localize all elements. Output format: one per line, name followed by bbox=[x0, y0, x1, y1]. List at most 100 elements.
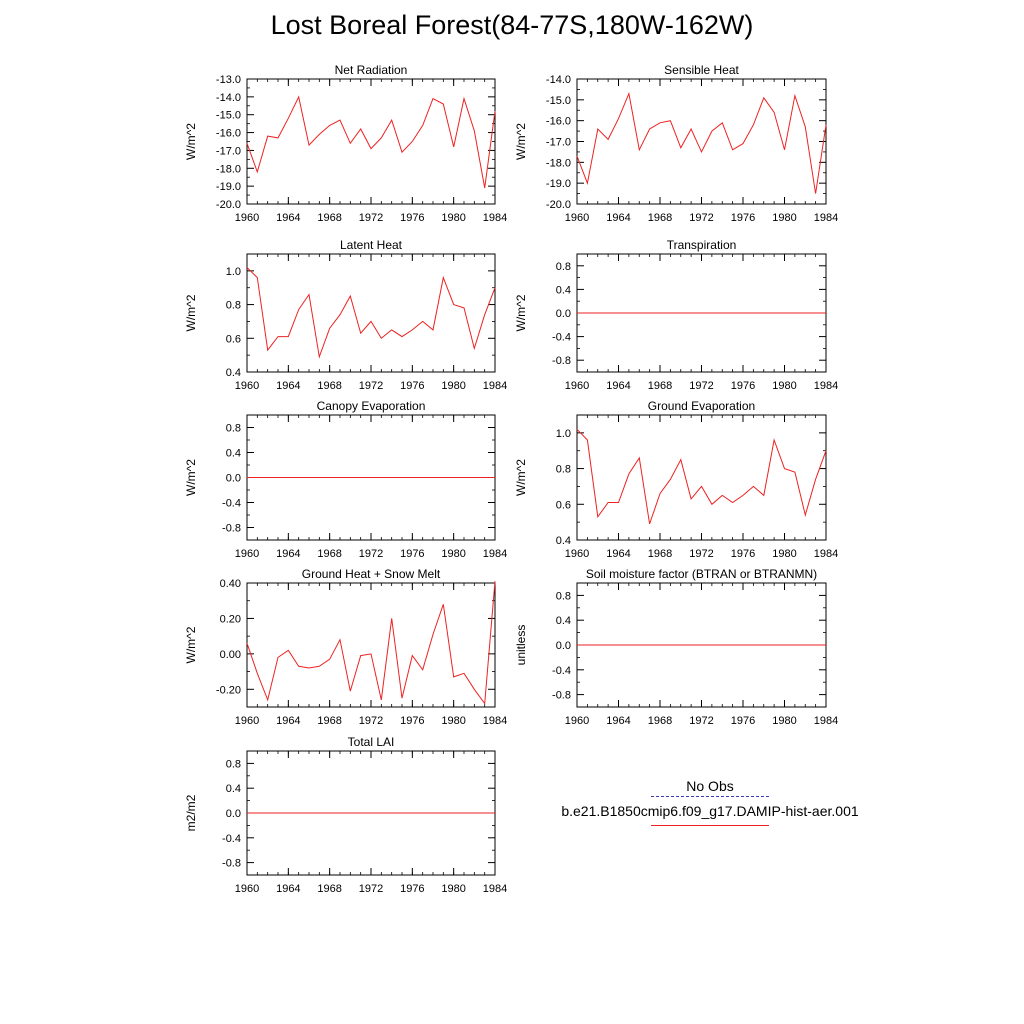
y-axis-label: W/m^2 bbox=[184, 626, 198, 663]
x-tick-label: 1976 bbox=[731, 380, 755, 392]
x-tick-label: 1984 bbox=[483, 883, 507, 895]
x-tick-label: 1968 bbox=[317, 212, 341, 224]
panel-1: Net Radiation 1960 1964 1968 1972 1976 1980 198… bbox=[184, 63, 507, 224]
x-tick-label: 1960 bbox=[565, 380, 589, 392]
x-tick-label: 1984 bbox=[483, 212, 507, 224]
x-tick-label: 1976 bbox=[731, 212, 755, 224]
y-axis-label: W/m^2 bbox=[184, 459, 198, 496]
x-tick-label: 1984 bbox=[814, 548, 838, 560]
y-tick-label: 0.4 bbox=[226, 448, 241, 460]
y-axis-label: W/m^2 bbox=[514, 459, 528, 496]
panel-title: Transpiration bbox=[667, 238, 737, 252]
x-tick-label: 1964 bbox=[606, 715, 630, 727]
x-tick-label: 1968 bbox=[317, 883, 341, 895]
panel-title: Ground Evaporation bbox=[648, 399, 755, 413]
series-line bbox=[246, 95, 496, 188]
y-tick-label: 0.4 bbox=[556, 284, 571, 296]
y-tick-label: -20.0 bbox=[546, 199, 571, 211]
panel-8: Soil moisture factor (BTRAN or BTRANMN) 1… bbox=[514, 567, 838, 727]
y-tick-label: 0.8 bbox=[556, 590, 571, 602]
y-tick-label: 0.6 bbox=[556, 499, 571, 511]
y-tick-label: 0.8 bbox=[556, 261, 571, 273]
x-tick-label: 1960 bbox=[565, 715, 589, 727]
panel-title: Net Radiation bbox=[335, 63, 408, 77]
x-tick-label: 1972 bbox=[689, 380, 713, 392]
x-tick-label: 1976 bbox=[400, 548, 424, 560]
y-tick-label: 0.0 bbox=[226, 473, 241, 485]
panel-title: Ground Heat + Snow Melt bbox=[302, 567, 441, 581]
x-tick-label: 1960 bbox=[235, 380, 259, 392]
legend: No Obs b.e21.B1850cmip6.f09_g17.DAMIP-hi… bbox=[520, 778, 900, 826]
y-tick-label: -0.8 bbox=[552, 690, 571, 702]
x-tick-label: 1960 bbox=[235, 883, 259, 895]
x-tick-label: 1976 bbox=[731, 548, 755, 560]
x-tick-label: 1976 bbox=[400, 212, 424, 224]
x-tick-label: 1964 bbox=[606, 380, 630, 392]
series-line bbox=[246, 581, 496, 705]
x-tick-label: 1964 bbox=[276, 380, 300, 392]
x-tick-label: 1960 bbox=[235, 212, 259, 224]
y-tick-label: -18.0 bbox=[216, 163, 241, 175]
x-tick-label: 1960 bbox=[565, 212, 589, 224]
x-tick-label: 1984 bbox=[814, 212, 838, 224]
y-tick-label: 0.8 bbox=[226, 423, 241, 435]
x-tick-label: 1976 bbox=[400, 883, 424, 895]
y-axis-label: m2/m2 bbox=[184, 794, 198, 831]
x-tick-label: 1984 bbox=[483, 380, 507, 392]
panel-title: Soil moisture factor (BTRAN or BTRANMN) bbox=[586, 567, 817, 581]
x-tick-label: 1976 bbox=[400, 380, 424, 392]
legend-model-line bbox=[651, 825, 769, 826]
x-tick-label: 1972 bbox=[689, 715, 713, 727]
panel-title: Latent Heat bbox=[340, 238, 403, 252]
panel-4: Transpiration 1960 1964 1968 1972 1976 1980 198… bbox=[514, 238, 838, 392]
x-tick-label: 1984 bbox=[483, 715, 507, 727]
x-tick-label: 1980 bbox=[772, 380, 796, 392]
x-tick-label: 1972 bbox=[689, 548, 713, 560]
x-tick-label: 1972 bbox=[359, 212, 383, 224]
panel-6: Ground Evaporation 1960 1964 1968 1972 1976 19… bbox=[514, 399, 838, 560]
y-tick-label: -14.0 bbox=[546, 74, 571, 86]
series-line bbox=[576, 91, 827, 194]
panel-title: Total LAI bbox=[348, 735, 395, 749]
x-tick-label: 1984 bbox=[483, 548, 507, 560]
panel-3: Latent Heat 1960 1964 1968 1972 1976 1980 1984 0… bbox=[184, 238, 507, 392]
y-axis-label: W/m^2 bbox=[184, 294, 198, 331]
y-axis-label: W/m^2 bbox=[514, 123, 528, 160]
x-tick-label: 1960 bbox=[565, 548, 589, 560]
panel-7: Ground Heat + Snow Melt 1960 1964 1968 1972 1… bbox=[184, 567, 507, 727]
y-tick-label: -15.0 bbox=[546, 95, 571, 107]
x-tick-label: 1980 bbox=[441, 212, 465, 224]
x-tick-label: 1984 bbox=[814, 715, 838, 727]
x-tick-label: 1980 bbox=[441, 883, 465, 895]
x-tick-label: 1964 bbox=[606, 212, 630, 224]
x-tick-label: 1980 bbox=[441, 548, 465, 560]
x-tick-label: 1980 bbox=[772, 548, 796, 560]
y-axis-label: W/m^2 bbox=[184, 123, 198, 160]
x-tick-label: 1976 bbox=[731, 715, 755, 727]
y-tick-label: -19.0 bbox=[216, 181, 241, 193]
plot-frame bbox=[246, 253, 496, 373]
legend-obs-line bbox=[651, 796, 769, 797]
x-tick-label: 1972 bbox=[359, 883, 383, 895]
y-tick-label: 0.6 bbox=[226, 333, 241, 345]
y-tick-label: -14.0 bbox=[216, 92, 241, 104]
y-tick-label: -20.0 bbox=[216, 199, 241, 211]
plot-frame bbox=[246, 78, 496, 205]
x-tick-label: 1984 bbox=[814, 380, 838, 392]
x-tick-label: 1964 bbox=[276, 548, 300, 560]
y-tick-label: -0.4 bbox=[222, 833, 241, 845]
y-tick-label: -0.4 bbox=[552, 332, 571, 344]
series-line bbox=[246, 267, 496, 359]
x-tick-label: 1976 bbox=[400, 715, 424, 727]
x-tick-label: 1980 bbox=[441, 715, 465, 727]
x-tick-label: 1972 bbox=[359, 548, 383, 560]
x-tick-label: 1968 bbox=[648, 715, 672, 727]
y-tick-label: 0.4 bbox=[226, 367, 241, 379]
panel-9: Total LAI 1960 1964 1968 1972 1976 1980 1984 -0.… bbox=[184, 735, 507, 895]
y-tick-label: 0.0 bbox=[556, 640, 571, 652]
y-tick-label: 0.0 bbox=[556, 308, 571, 320]
x-tick-label: 1972 bbox=[359, 380, 383, 392]
x-tick-label: 1960 bbox=[235, 715, 259, 727]
x-tick-label: 1968 bbox=[317, 715, 341, 727]
